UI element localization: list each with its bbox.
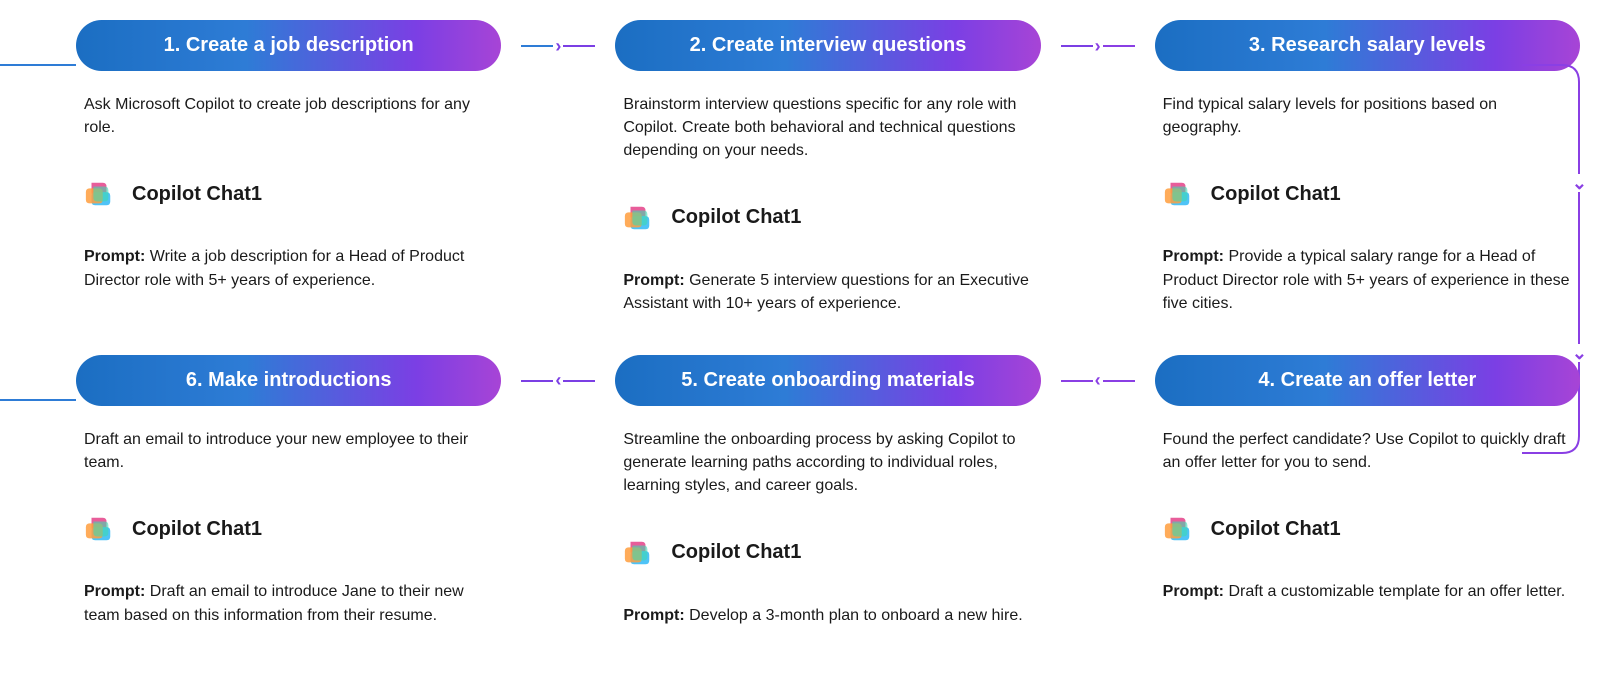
step-6: 6. Make introductions Draft an email to … <box>56 355 521 627</box>
connector-line <box>521 380 553 382</box>
connector-6-5: ‹ <box>521 355 595 407</box>
copilot-icon <box>623 203 653 233</box>
step-description: Ask Microsoft Copilot to create job desc… <box>76 93 501 139</box>
copilot-label: Copilot Chat1 <box>1211 183 1341 206</box>
copilot-icon <box>84 514 114 544</box>
step-description: Streamline the onboarding process by ask… <box>615 428 1040 498</box>
step-pill: 2. Create interview questions <box>615 20 1040 71</box>
step-description: Find typical salary levels for positions… <box>1155 93 1580 139</box>
step-pill: 1. Create a job description <box>76 20 501 71</box>
connector-line <box>1103 45 1135 47</box>
step-pill: 6. Make introductions <box>76 355 501 406</box>
copilot-icon <box>1163 514 1193 544</box>
connector-line <box>1061 380 1093 382</box>
step-pill: 3. Research salary levels <box>1155 20 1580 71</box>
step-description: Draft an email to introduce your new emp… <box>76 428 501 474</box>
prompt-text: Develop a 3-month plan to onboard a new … <box>689 607 1023 624</box>
prompt-label: Prompt: <box>623 607 684 624</box>
chevron-right-icon: › <box>553 36 563 57</box>
step-5: 5. Create onboarding materials Streamlin… <box>595 355 1060 627</box>
prompt-label: Prompt: <box>84 248 145 265</box>
chevron-left-icon: ‹ <box>1093 370 1103 391</box>
copilot-badge: Copilot Chat1 <box>1155 514 1580 544</box>
connector-line <box>563 45 595 47</box>
prompt-block: Prompt: Generate 5 interview questions f… <box>615 269 1040 315</box>
step-pill: 5. Create onboarding materials <box>615 355 1040 406</box>
copilot-label: Copilot Chat1 <box>132 518 262 541</box>
copilot-badge: Copilot Chat1 <box>76 179 501 209</box>
step-pill: 4. Create an offer letter <box>1155 355 1580 406</box>
prompt-text: Generate 5 interview questions for an Ex… <box>623 272 1029 312</box>
copilot-badge: Copilot Chat1 <box>76 514 501 544</box>
chevron-down-icon: ⌄ <box>1572 174 1587 192</box>
connector-1-2: › <box>521 20 595 72</box>
copilot-label: Copilot Chat1 <box>671 206 801 229</box>
copilot-label: Copilot Chat1 <box>1211 518 1341 541</box>
chevron-left-icon: ‹ <box>553 370 563 391</box>
prompt-block: Prompt: Develop a 3-month plan to onboar… <box>615 604 1040 627</box>
step-1: 1. Create a job description Ask Microsof… <box>56 20 521 292</box>
chevron-right-icon: › <box>1093 36 1103 57</box>
prompt-text: Provide a typical salary range for a Hea… <box>1163 248 1570 311</box>
flow-row-top: 1. Create a job description Ask Microsof… <box>0 20 1600 315</box>
prompt-label: Prompt: <box>1163 583 1224 600</box>
copilot-icon <box>1163 179 1193 209</box>
connector-line <box>1103 380 1135 382</box>
copilot-badge: Copilot Chat1 <box>615 203 1040 233</box>
connector-line <box>563 380 595 382</box>
copilot-icon <box>84 179 114 209</box>
step-description: Brainstorm interview questions specific … <box>615 93 1040 163</box>
step-4: 4. Create an offer letter Found the perf… <box>1135 355 1600 604</box>
copilot-icon <box>623 538 653 568</box>
connector-line <box>521 45 553 47</box>
prompt-text: Draft a customizable template for an off… <box>1228 583 1565 600</box>
flow-diagram: 1. Create a job description Ask Microsof… <box>0 20 1600 627</box>
prompt-label: Prompt: <box>623 272 684 289</box>
step-2: 2. Create interview questions Brainstorm… <box>595 20 1060 315</box>
copilot-badge: Copilot Chat1 <box>1155 179 1580 209</box>
connector-5-4: ‹ <box>1061 355 1135 407</box>
prompt-block: Prompt: Provide a typical salary range f… <box>1155 245 1580 315</box>
prompt-label: Prompt: <box>1163 248 1224 265</box>
connector-2-3: › <box>1061 20 1135 72</box>
prompt-block: Prompt: Draft a customizable template fo… <box>1155 580 1580 603</box>
step-description: Found the perfect candidate? Use Copilot… <box>1155 428 1580 474</box>
connector-line <box>1061 45 1093 47</box>
prompt-label: Prompt: <box>84 583 145 600</box>
prompt-block: Prompt: Write a job description for a He… <box>76 245 501 291</box>
flow-row-bottom: 6. Make introductions Draft an email to … <box>0 355 1600 627</box>
prompt-block: Prompt: Draft an email to introduce Jane… <box>76 580 501 626</box>
copilot-label: Copilot Chat1 <box>671 541 801 564</box>
copilot-label: Copilot Chat1 <box>132 183 262 206</box>
copilot-badge: Copilot Chat1 <box>615 538 1040 568</box>
